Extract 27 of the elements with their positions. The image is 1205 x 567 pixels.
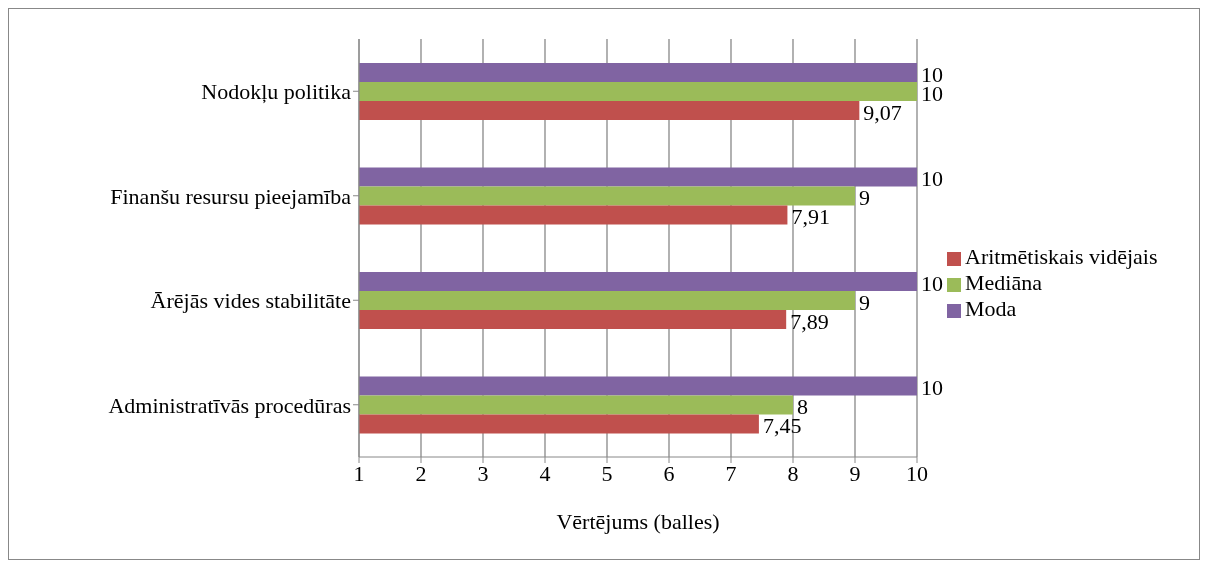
- data-label: 10: [921, 61, 943, 87]
- x-tick-label: 1: [353, 460, 365, 486]
- data-label: 7,89: [790, 308, 829, 334]
- data-label: 9: [859, 289, 870, 315]
- x-axis-title: Vērtējums (balles): [556, 509, 720, 534]
- x-tick-label: 10: [906, 460, 928, 486]
- x-tick-label: 9: [849, 460, 861, 486]
- x-tick-label: 3: [477, 460, 489, 486]
- y-tick-label: Nodokļu politika: [201, 79, 352, 105]
- legend-label: Moda: [965, 296, 1017, 321]
- x-tick-label: 4: [539, 460, 551, 486]
- data-label: 10: [921, 375, 943, 400]
- legend-label: Mediāna: [965, 270, 1042, 295]
- x-tick-label: 8: [787, 460, 799, 486]
- y-tick-label: Finanšu resursu pieejamība: [110, 183, 352, 209]
- x-tick-label: 2: [415, 460, 427, 486]
- data-label: 7,91: [791, 204, 830, 229]
- data-label: 10: [921, 166, 943, 191]
- data-label: 9: [859, 185, 870, 210]
- y-tick-label: Administratīvās procedūras: [108, 392, 351, 418]
- x-tick-label: 7: [725, 460, 737, 486]
- legend-label: Aritmētiskais vidējais: [965, 244, 1158, 269]
- x-tick-label: 6: [663, 460, 675, 486]
- data-label: 10: [921, 270, 943, 296]
- data-label: 9,07: [863, 99, 902, 125]
- x-tick-label: 5: [601, 460, 613, 486]
- y-tick-label: Ārējās vides stabilitāte: [150, 288, 351, 314]
